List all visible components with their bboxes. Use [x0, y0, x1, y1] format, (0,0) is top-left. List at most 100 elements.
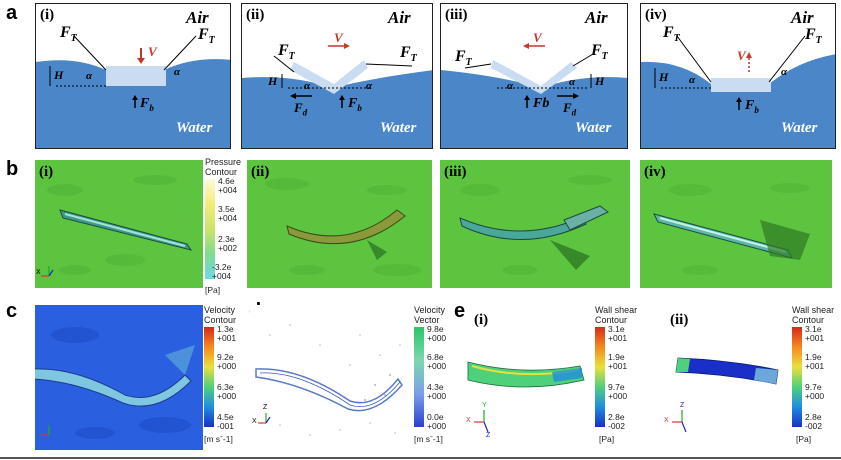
colorbar-tick: -3.2e +004 [212, 262, 232, 281]
panel-a-letter: a [6, 2, 18, 24]
colorbar-unit: [Pa] [599, 434, 615, 444]
angle-label-left: α [304, 80, 311, 92]
pressure-sim-i [35, 160, 203, 288]
wall-shear-colorbar-ii: Wall shear Contour 3.1e +001 1.9e +001 9.7e… [792, 305, 840, 455]
velocity-label: V [737, 48, 746, 63]
colorbar-tick: 0.0e +000 [427, 412, 447, 431]
colorbar-unit: [Pa] [796, 434, 812, 444]
angle-label-left: α [86, 70, 93, 82]
axis-x-label: X [36, 269, 41, 276]
velocity-label: V [334, 30, 343, 45]
pressure-colorbar: Pressure Contour 4.6e +004 3.5e +004 2.3e +0… [205, 157, 245, 297]
air-label: Air [186, 8, 209, 27]
colorbar-tick: 1.9e +001 [608, 352, 628, 371]
air-label: Air [585, 8, 608, 27]
bottom-divider [0, 457, 841, 459]
drag-force: Fd [563, 100, 577, 118]
tension-force-left: FT [663, 24, 680, 45]
water-label: Water [781, 120, 818, 136]
panel-e-ii-label: (ii) [670, 312, 689, 328]
panel-b-letter: b [6, 158, 19, 180]
panel-b-iii: (iii) [440, 160, 630, 288]
tension-force-left: FT [278, 42, 295, 63]
colorbar-tick: 2.3e +002 [218, 234, 238, 253]
colorbar-tick: 4.5e -001 [217, 412, 235, 431]
buoyancy-force: Fb [348, 96, 362, 113]
drag-force: Fd [294, 100, 308, 118]
colorbar-gradient [204, 327, 214, 427]
buoyancy-force: Fb [745, 98, 759, 115]
water-label: Water [575, 120, 612, 136]
panel-a-i: (i) Air Water FT FT V H α α Fb [35, 3, 231, 149]
panel-a-iv-diagram [641, 35, 835, 148]
panel-c-velocity-contour [35, 305, 203, 450]
wall-shear-sim-i [467, 361, 585, 433]
colorbar-tick: 9.8e +000 [427, 324, 447, 343]
colorbar-tick: 6.8e +000 [427, 352, 447, 371]
water-label: Water [380, 120, 417, 136]
air-label: Air [791, 8, 814, 27]
colorbar-title: Pressure Contour [205, 157, 242, 177]
water-label: Water [176, 120, 213, 136]
colorbar-tick: 3.1e +001 [608, 324, 628, 343]
height-label: H [54, 68, 64, 82]
velocity-contour-colorbar: Velocity Contour 1.3e +001 9.2e +000 6.3e +0… [204, 305, 246, 455]
height-label: H [659, 70, 669, 84]
panel-d-velocity-vector: X Z [250, 305, 412, 450]
air-label: Air [388, 8, 411, 27]
colorbar-tick: 9.7e +000 [608, 382, 628, 401]
panel-a-ii: (ii) Air Water FT FT V H α α Fd Fb [241, 3, 433, 149]
panel-e-letter: e [454, 300, 466, 322]
colorbar-title: Velocity Vector [414, 305, 446, 325]
pressure-sim-iv [640, 160, 832, 288]
panel-e-i-label: (i) [474, 312, 489, 328]
angle-label-left: α [689, 74, 696, 86]
panel-label: (iii) [445, 7, 468, 23]
colorbar-unit: [m sˉ-1] [414, 434, 443, 444]
colorbar-tick: 2.8e -002 [805, 412, 823, 431]
panel-label: (i) [39, 164, 54, 180]
colorbar-tick: 4.6e +004 [218, 176, 238, 195]
colorbar-unit: [m sˉ-1] [204, 434, 233, 444]
panel-c-letter: c [6, 300, 18, 322]
wall-shear-colorbar-i: Wall shear Contour 3.1e +001 1.9e +001 9.7e… [595, 305, 639, 455]
panel-a-iii: (iii) Air Water FT FT V H α α Fb Fd [440, 3, 628, 149]
height-label: H [268, 74, 278, 88]
panel-a-iii-diagram [441, 43, 627, 148]
panel-a-i-diagram [36, 35, 230, 148]
colorbar-tick: 9.7e +000 [805, 382, 825, 401]
axis-x-label: X [252, 418, 257, 425]
panel-label: (ii) [251, 164, 270, 180]
angle-label-right: α [366, 80, 373, 92]
angle-label-right: α [174, 66, 181, 78]
colorbar-tick: 3.5e +004 [218, 204, 238, 223]
panel-b-iv: (iv) [640, 160, 832, 288]
velocity-label: V [533, 30, 542, 45]
colorbar-gradient [205, 179, 215, 279]
velocity-label: V [148, 44, 157, 59]
pressure-sim-iii [440, 160, 630, 288]
colorbar-title: Wall shear Contour [595, 305, 638, 325]
panel-label: (i) [40, 7, 55, 23]
colorbar-tick: 1.3e +001 [217, 324, 237, 343]
velocity-sim [35, 305, 203, 450]
colorbar-title: Velocity Contour [204, 305, 237, 325]
colorbar-gradient [792, 327, 802, 427]
colorbar-tick: 9.2e +000 [217, 352, 237, 371]
colorbar-title: Wall shear Contour [792, 305, 835, 325]
axis-z-label: Z [263, 404, 268, 411]
buoyancy-force: Fb [533, 96, 550, 111]
colorbar-gradient [595, 327, 605, 427]
panel-label: (iv) [644, 164, 666, 180]
colorbar-gradient [414, 327, 424, 427]
panel-b-i: (i) X [35, 160, 203, 288]
axis-z-label: Z [486, 432, 491, 439]
angle-label-right: α [781, 66, 788, 78]
tension-force-right: FT [805, 26, 822, 47]
colorbar-unit: [Pa] [205, 285, 221, 295]
angle-label-right: α [569, 76, 576, 88]
tension-force-right: FT [198, 26, 215, 47]
panel-label: (ii) [246, 7, 265, 23]
axis-z-label: Z [680, 402, 685, 409]
colorbar-tick: 4.3e +000 [427, 382, 447, 401]
